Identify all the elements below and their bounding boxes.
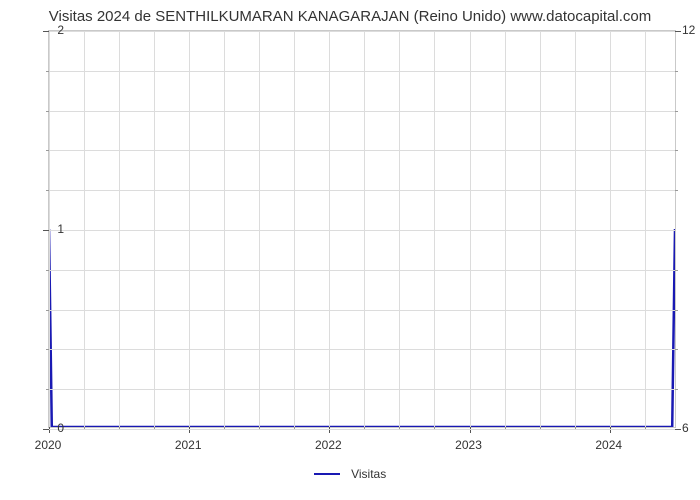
gridline-horizontal <box>49 31 675 32</box>
gridline-horizontal <box>49 230 675 231</box>
chart-container: Visitas 2024 de SENTHILKUMARAN KANAGARAJ… <box>0 0 700 500</box>
x-tick-major <box>470 427 471 433</box>
data-line <box>49 31 675 427</box>
legend-label: Visitas <box>351 467 386 481</box>
gridline-vertical <box>329 31 330 427</box>
chart-title: Visitas 2024 de SENTHILKUMARAN KANAGARAJ… <box>0 8 700 25</box>
legend: Visitas <box>0 466 700 481</box>
x-tick-label: 2023 <box>439 438 499 452</box>
gridline-vertical <box>610 31 611 427</box>
y-tick-label: 0 <box>24 421 64 435</box>
y2-tick-major <box>675 31 681 32</box>
y2-tick-label: 6 <box>682 421 700 435</box>
plot-area <box>48 30 676 428</box>
y2-tick-label: 12 <box>682 23 700 37</box>
legend-swatch <box>314 473 340 476</box>
series-line <box>49 229 675 427</box>
gridline-vertical <box>470 31 471 427</box>
x-tick-label: 2024 <box>579 438 639 452</box>
y-tick-label: 1 <box>24 222 64 236</box>
x-tick-label: 2020 <box>18 438 78 452</box>
x-tick-label: 2021 <box>158 438 218 452</box>
x-tick-major <box>189 427 190 433</box>
x-tick-major <box>329 427 330 433</box>
y2-tick-major <box>675 429 681 430</box>
gridline-horizontal <box>49 429 675 430</box>
gridline-vertical <box>189 31 190 427</box>
y-tick-label: 2 <box>24 23 64 37</box>
x-tick-label: 2022 <box>298 438 358 452</box>
x-tick-major <box>610 427 611 433</box>
